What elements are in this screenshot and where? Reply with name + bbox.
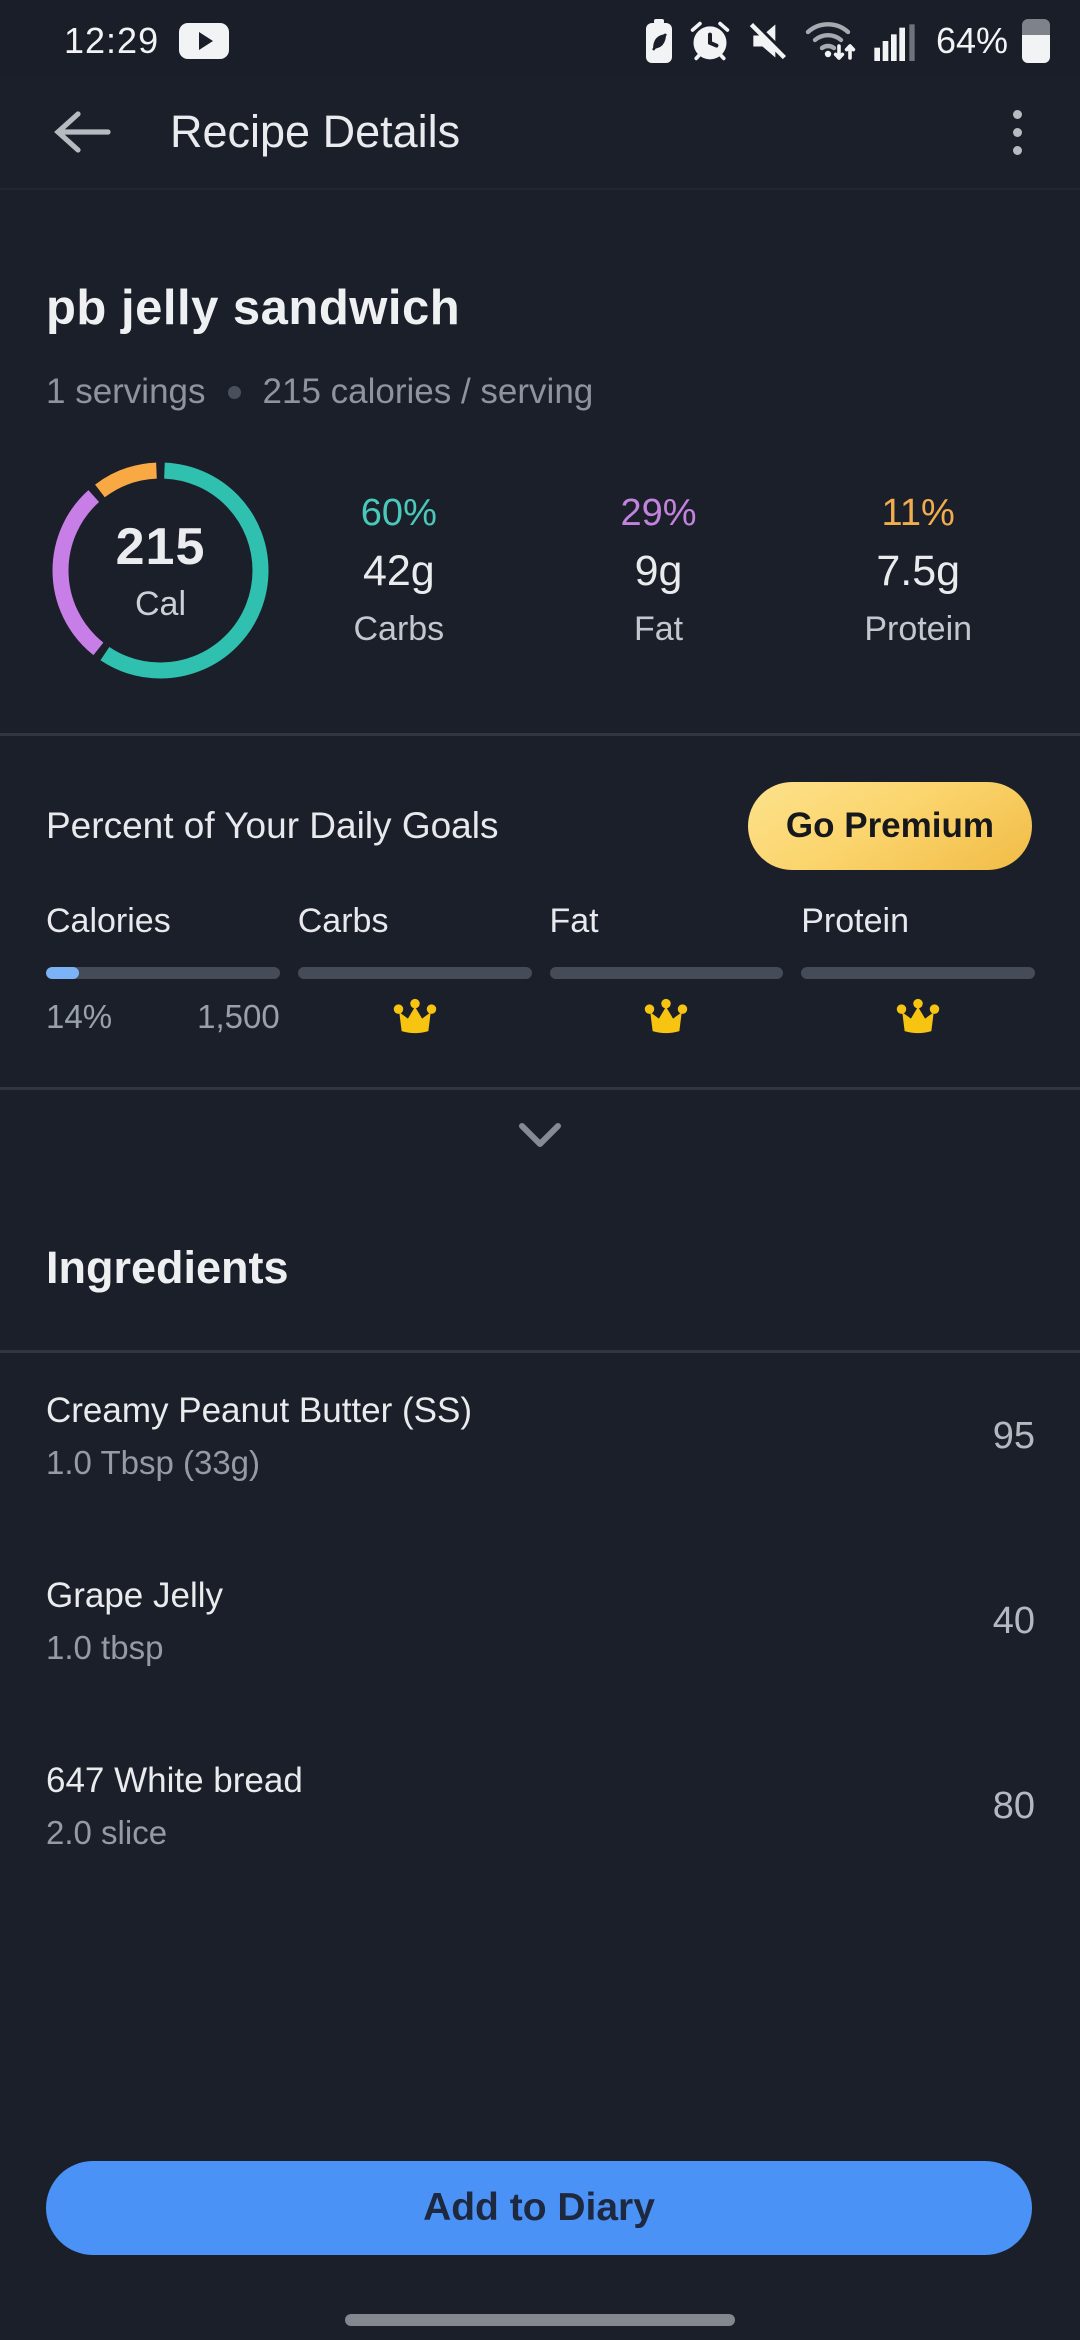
- go-premium-button[interactable]: Go Premium: [747, 782, 1032, 870]
- recipe-subtitle: 1 servings 215 calories / serving: [46, 372, 1034, 412]
- calories-percent-text: 14%: [46, 998, 113, 1035]
- protein-progress-bar: [801, 967, 1035, 979]
- servings-text: 1 servings: [46, 372, 206, 411]
- wifi-icon: [805, 22, 856, 60]
- goal-carbs-column: Carbs: [297, 902, 532, 1039]
- protein-percent: 11%: [881, 492, 955, 534]
- ingredient-row[interactable]: Grape Jelly 1.0 tbsp 40: [0, 1538, 1080, 1723]
- macro-protein: 11% 7.5g Protein: [788, 492, 1048, 649]
- fat-progress-bar: [549, 967, 784, 979]
- back-arrow-icon[interactable]: [52, 110, 112, 154]
- alarm-icon: [690, 21, 730, 61]
- calories-per-serving-text: 215 calories / serving: [262, 372, 594, 411]
- page-title: Recipe Details: [170, 106, 461, 157]
- calories-goal-text: 1,500: [197, 998, 280, 1035]
- carbs-grams: 42g: [362, 547, 435, 595]
- ingredients-heading: Ingredients: [46, 1242, 289, 1293]
- goal-fat-column: Fat: [549, 902, 784, 1039]
- total-calories-value: 215: [115, 518, 206, 576]
- chevron-down-icon[interactable]: [518, 1122, 562, 1148]
- ingredient-quantity: 2.0 slice: [46, 1814, 168, 1851]
- ingredient-name: Creamy Peanut Butter (SS): [46, 1391, 472, 1430]
- macro-fat: 29% 9g Fat: [529, 492, 789, 649]
- section-divider: [0, 1350, 1080, 1353]
- premium-crown-icon: [896, 998, 940, 1034]
- recipe-title: pb jelly sandwich: [46, 281, 461, 335]
- goal-carbs-label: Carbs: [297, 902, 389, 940]
- dot-separator: [227, 385, 241, 399]
- signal-icon: [874, 24, 915, 61]
- goal-calories-label: Calories: [46, 902, 171, 940]
- carbs-label: Carbs: [353, 610, 445, 648]
- home-indicator[interactable]: [345, 2314, 735, 2326]
- macro-summary: 215 Cal 60% 42g Carbs 29% 9g Fat 11% 7.5…: [0, 462, 1080, 679]
- add-to-diary-button[interactable]: Add to Diary: [46, 2161, 1032, 2255]
- goal-calories-column: Calories 14% 1,500: [46, 902, 280, 1039]
- ingredient-row[interactable]: Creamy Peanut Butter (SS) 1.0 Tbsp (33g)…: [0, 1353, 1080, 1538]
- goal-protein-label: Protein: [801, 902, 909, 940]
- battery-icon: [1022, 19, 1050, 63]
- premium-crown-icon: [393, 998, 436, 1034]
- mute-icon: [749, 21, 789, 60]
- protein-grams: 7.5g: [876, 547, 961, 595]
- ingredient-name: Grape Jelly: [46, 1576, 224, 1615]
- ingredient-quantity: 1.0 Tbsp (33g): [46, 1444, 261, 1481]
- section-divider: [0, 733, 1080, 736]
- total-calories-unit: Cal: [134, 585, 187, 623]
- ingredient-calories: 80: [992, 1785, 1035, 1827]
- youtube-icon: [179, 23, 230, 59]
- protein-label: Protein: [864, 610, 973, 648]
- carbs-percent: 60%: [360, 492, 437, 534]
- battery-percent-text: 64%: [935, 20, 1008, 61]
- goal-fat-label: Fat: [549, 902, 599, 940]
- ingredient-calories: 40: [992, 1600, 1035, 1642]
- app-header: Recipe Details: [0, 76, 1080, 190]
- calories-progress-fill: [46, 967, 79, 979]
- goal-protein-column: Protein: [801, 902, 1035, 1039]
- overflow-menu-button[interactable]: [1007, 104, 1028, 161]
- ingredient-quantity: 1.0 tbsp: [46, 1629, 164, 1666]
- fat-grams: 9g: [634, 547, 683, 595]
- calories-progress-bar: [46, 967, 280, 979]
- ingredient-name: 647 White bread: [46, 1761, 303, 1800]
- section-divider: [0, 1087, 1080, 1090]
- daily-goals-bars: Calories 14% 1,500 Carbs Fat: [0, 902, 1080, 1039]
- battery-saver-icon: [645, 19, 672, 63]
- donut-ring: [52, 462, 269, 679]
- recipe-head: pb jelly sandwich 1 servings 215 calorie…: [0, 190, 1080, 412]
- fat-percent: 29%: [620, 492, 697, 534]
- fat-label: Fat: [633, 610, 684, 648]
- daily-goals-header: Percent of Your Daily Goals Go Premium: [0, 736, 1080, 870]
- calorie-donut-chart: 215 Cal: [52, 462, 269, 679]
- daily-goals-title: Percent of Your Daily Goals: [46, 805, 499, 846]
- premium-crown-icon: [645, 998, 688, 1034]
- ingredient-row[interactable]: 647 White bread 2.0 slice 80: [0, 1723, 1080, 1908]
- carbs-progress-bar: [297, 967, 532, 979]
- ingredient-calories: 95: [992, 1415, 1035, 1457]
- status-bar: 12:29: [0, 0, 1080, 76]
- macro-carbs: 60% 42g Carbs: [269, 492, 529, 649]
- clock-text: 12:29: [64, 20, 160, 61]
